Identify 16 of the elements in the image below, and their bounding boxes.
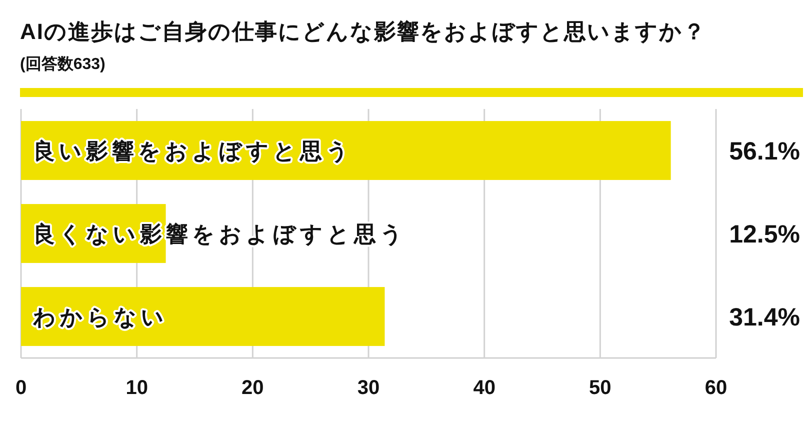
data-label: 12.5% — [729, 220, 800, 248]
chart-subtitle: (回答数633) — [20, 55, 106, 73]
data-label: 31.4% — [729, 304, 800, 332]
x-tick-label: 30 — [357, 377, 380, 399]
y-tick-label: 良い影響をおよぼすと思う — [33, 138, 353, 164]
x-tick-label: 40 — [473, 377, 496, 399]
x-tick-label: 20 — [242, 377, 264, 399]
y-tick-label: わからない — [32, 304, 168, 330]
chart-title: AIの進歩はご自身の仕事にどんな影響をおよぼすと思いますか？ — [20, 19, 706, 44]
data-label: 56.1% — [729, 138, 800, 166]
x-tick-label: 10 — [126, 377, 148, 399]
x-tick-label: 50 — [589, 377, 612, 399]
x-tick-label: 60 — [704, 377, 728, 399]
bar — [21, 287, 385, 346]
x-tick-label: 0 — [15, 377, 27, 399]
y-tick-label: 良くない影響をおよぼすと思う — [33, 222, 407, 246]
